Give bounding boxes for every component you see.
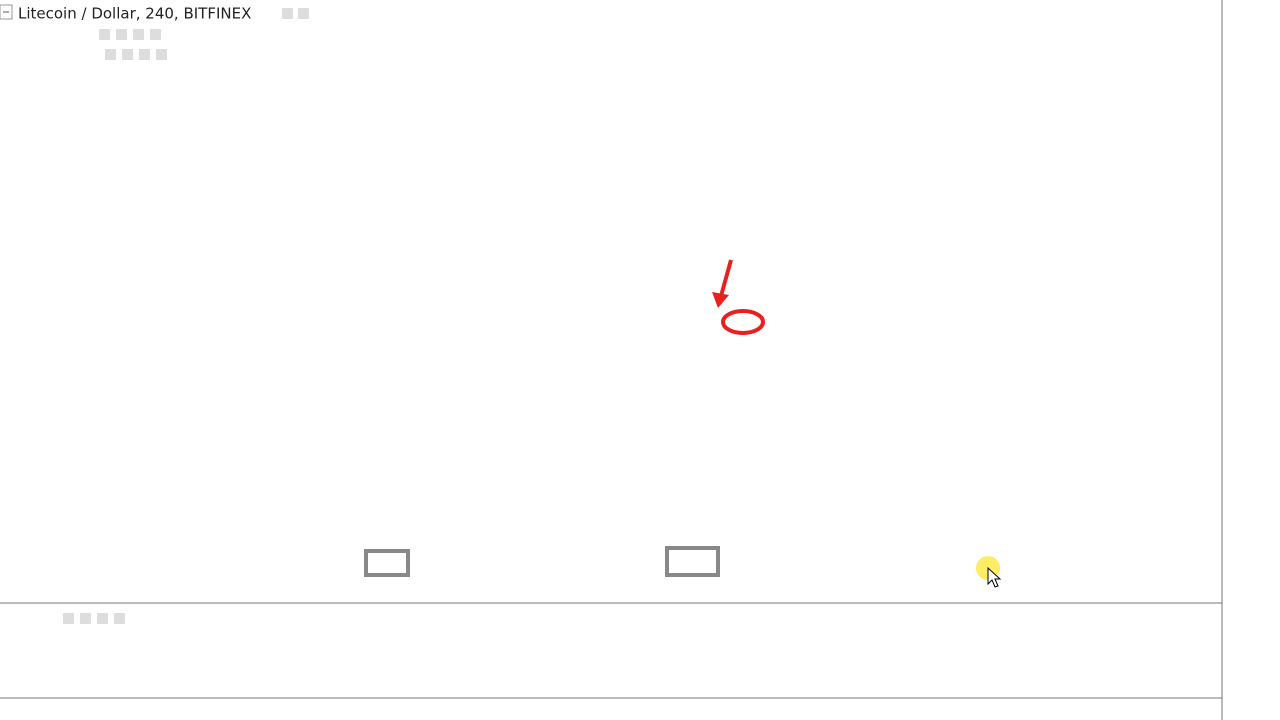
cursor	[987, 566, 1002, 588]
arrow-shaft	[719, 259, 733, 297]
button[interactable]	[63, 613, 74, 624]
highlight-ellipse	[721, 309, 765, 335]
button[interactable]	[99, 29, 110, 40]
annotations	[364, 259, 1002, 588]
button[interactable]	[122, 49, 133, 60]
button[interactable]	[80, 613, 91, 624]
button[interactable]	[114, 613, 125, 624]
button[interactable]	[97, 613, 108, 624]
button[interactable]	[156, 49, 167, 60]
time-axis-bg	[0, 698, 1222, 720]
button[interactable]	[150, 29, 161, 40]
chart-title: Litecoin / Dollar, 240, BITFINEX	[18, 5, 251, 23]
button[interactable]	[133, 29, 144, 40]
button[interactable]	[105, 49, 116, 60]
button[interactable]	[116, 29, 127, 40]
legend-buttons	[63, 8, 309, 624]
arrow-head	[712, 292, 729, 308]
button[interactable]	[298, 8, 309, 19]
button[interactable]	[282, 8, 293, 19]
price-axis-bg	[1222, 0, 1280, 720]
highlight-box	[665, 546, 720, 577]
highlight-box	[364, 549, 410, 577]
button[interactable]	[139, 49, 150, 60]
legend: Litecoin / Dollar, 240, BITFINEX	[0, 4, 309, 624]
